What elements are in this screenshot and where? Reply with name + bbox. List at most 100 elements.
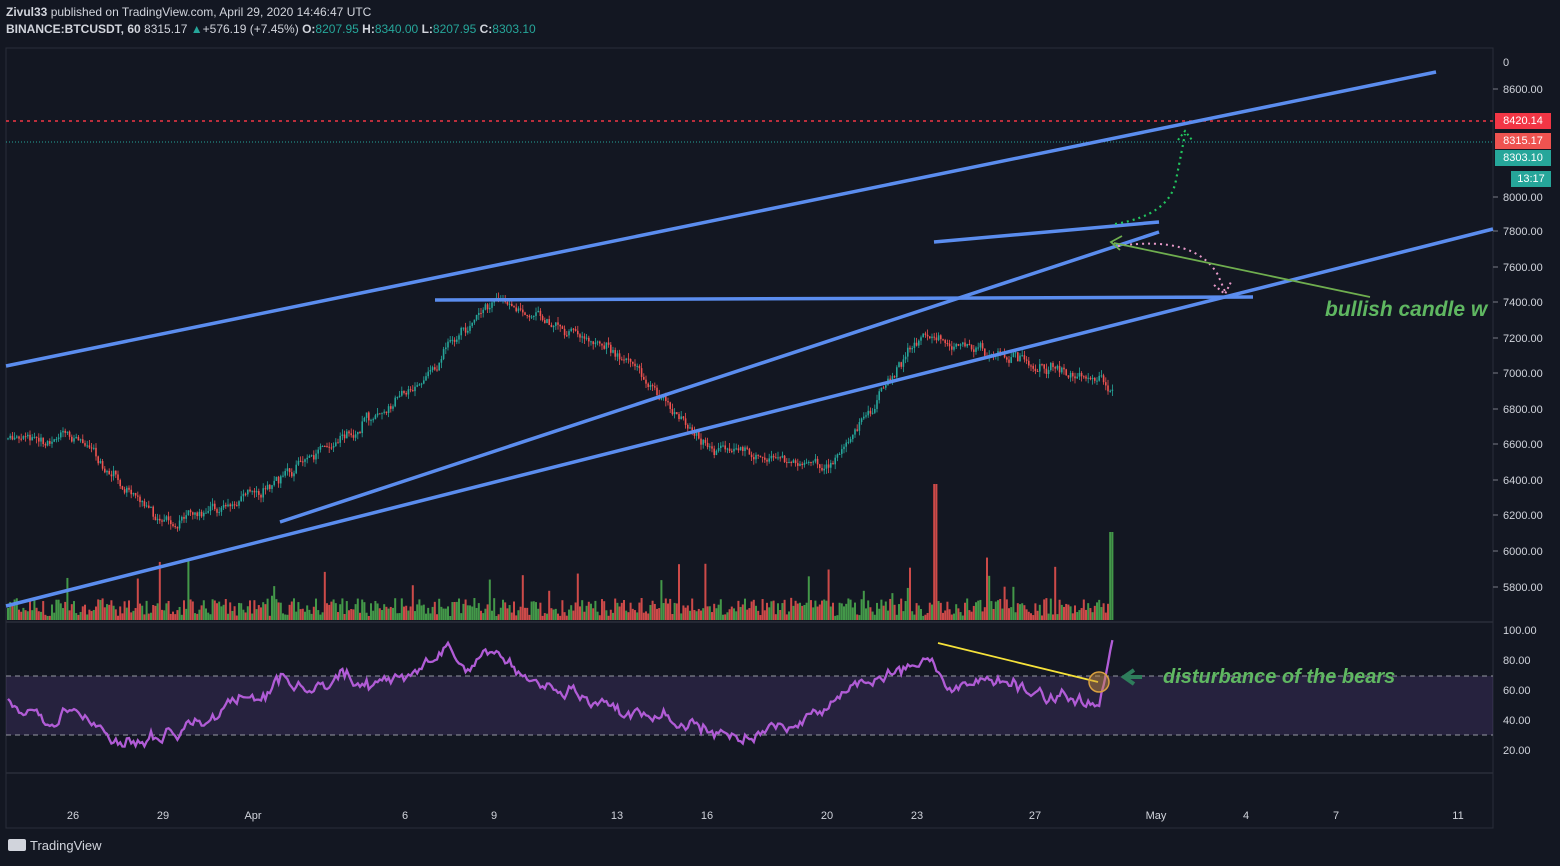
candle-body: [236, 505, 238, 507]
candle-body: [544, 320, 546, 324]
candle-body: [541, 315, 544, 321]
volume-bar: [348, 610, 350, 620]
author-name[interactable]: Zivul33: [6, 5, 48, 19]
volume-bar: [887, 610, 889, 620]
time-tick-label: 29: [157, 810, 169, 822]
volume-bar: [339, 604, 342, 620]
volume-bar: [46, 615, 49, 620]
candle-body: [557, 322, 559, 325]
candle-body: [436, 369, 438, 371]
symbol-label[interactable]: BINANCE:BTCUSDT, 60: [6, 22, 141, 36]
volume-bar: [904, 601, 907, 620]
volume-bar: [123, 601, 126, 620]
tradingview-logo[interactable]: TradingView: [8, 838, 102, 853]
candle-body: [803, 462, 806, 466]
volume-bar: [790, 597, 793, 620]
candle-body: [1043, 364, 1045, 369]
volume-bar: [506, 608, 509, 620]
volume-bar: [7, 608, 9, 620]
candle-body: [640, 368, 643, 377]
candle-body: [964, 342, 966, 347]
volume-bar: [979, 599, 982, 620]
open-value: 8207.95: [315, 22, 359, 36]
volume-bar: [209, 614, 212, 620]
volume-bar: [227, 613, 229, 620]
candle-body: [249, 489, 251, 492]
candle-body: [247, 489, 249, 495]
candle-body: [145, 505, 148, 507]
candle-body: [539, 310, 542, 316]
volume-bar: [862, 590, 865, 620]
candle-body: [684, 418, 687, 425]
volume-bar: [299, 609, 302, 620]
volume-bar: [858, 615, 861, 620]
volume-bar: [337, 612, 339, 620]
candle-body: [632, 361, 634, 364]
volume-bar: [70, 604, 73, 620]
candle-body: [1096, 380, 1098, 382]
volume-bar: [689, 610, 691, 620]
volume-bar: [18, 609, 20, 620]
volume-bar: [20, 611, 23, 620]
candle-body: [352, 435, 355, 438]
candle-body: [484, 304, 487, 310]
candle-body: [537, 310, 539, 313]
candle-body: [324, 446, 326, 448]
candle-body: [715, 450, 718, 456]
volume-bar: [631, 608, 634, 620]
volume-bar: [737, 600, 740, 620]
volume-bar: [317, 610, 320, 620]
candle-body: [1107, 385, 1109, 392]
volume-bar: [482, 613, 485, 620]
volume-bar: [398, 613, 401, 620]
candle-body: [291, 472, 293, 477]
candle-body: [513, 306, 515, 308]
candle-body: [170, 520, 172, 525]
volume-bar: [370, 603, 372, 620]
candle-body: [86, 445, 88, 447]
volume-bar: [519, 606, 522, 620]
volume-bar: [627, 612, 630, 620]
volume-bar: [975, 602, 977, 620]
volume-bar: [466, 605, 469, 620]
candle-body: [288, 468, 291, 473]
volume-bar: [546, 613, 548, 620]
volume-bar: [326, 603, 328, 620]
candle-body: [577, 330, 579, 335]
volume-bar: [614, 598, 617, 620]
volume-bar: [920, 609, 922, 620]
candle-body: [469, 325, 471, 331]
price-tick-label: 6600.00: [1503, 439, 1543, 451]
volume-bar: [612, 612, 614, 620]
candle-body: [240, 496, 242, 502]
candle-body: [1019, 355, 1021, 362]
candle-body: [717, 447, 720, 451]
volume-bar: [40, 611, 42, 620]
candle-body: [361, 421, 363, 434]
volume-bar: [249, 600, 251, 620]
candle-body: [1080, 372, 1083, 377]
candle-body: [940, 335, 942, 340]
candle-body: [1028, 360, 1030, 366]
volume-scale-label: 0: [1503, 57, 1509, 69]
volume-bar: [917, 605, 920, 620]
volume-bar: [818, 604, 821, 620]
price-tick-label: 6000.00: [1503, 546, 1543, 558]
volume-bar: [601, 599, 603, 620]
volume-bar: [1034, 603, 1037, 620]
candle-body: [82, 439, 84, 444]
volume-bar: [400, 598, 403, 620]
candle-body: [295, 464, 297, 474]
candle-body: [801, 463, 803, 466]
candle-body: [770, 455, 773, 459]
candle-body: [953, 346, 955, 350]
candle-body: [414, 386, 416, 392]
volume-bar: [275, 599, 278, 620]
price-tag-close: 8303.10: [1495, 150, 1551, 166]
candle-body: [1089, 377, 1092, 380]
candle-body: [1085, 376, 1087, 379]
volume-bar: [246, 606, 249, 620]
volume-bar: [658, 608, 661, 620]
candle-body: [1098, 375, 1100, 381]
